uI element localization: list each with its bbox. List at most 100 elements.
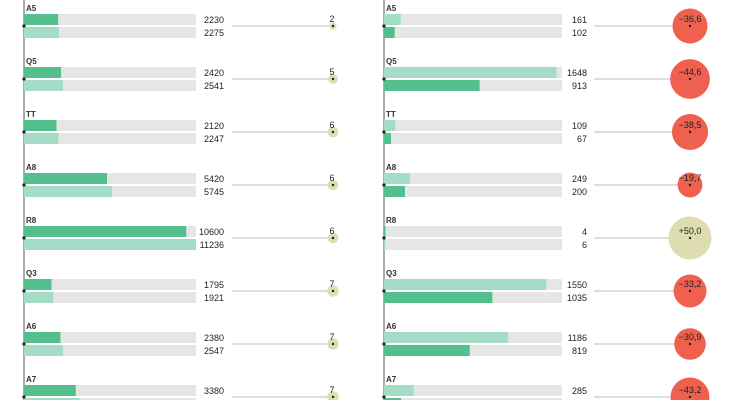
left-track-top-1 <box>24 67 196 78</box>
left-bar-top-3 <box>24 173 107 184</box>
right-track-bottom-2 <box>384 133 562 144</box>
right-bar-bottom-6 <box>384 345 470 356</box>
count-bubble-center-5 <box>331 289 335 293</box>
right-bar-top-5 <box>384 279 547 290</box>
left-track-top-0 <box>24 14 196 25</box>
right-track-top-2 <box>384 120 562 131</box>
count-label-7: 7 <box>329 385 334 395</box>
right-bar-top-3 <box>384 173 411 184</box>
change-bubble-center-1 <box>688 77 692 81</box>
right-bar-bottom-7 <box>384 398 401 400</box>
left-bar-bottom-2 <box>24 133 59 144</box>
right-value-top-1: 1648 <box>567 68 587 78</box>
right-track-bottom-6 <box>384 345 562 356</box>
left-bar-top-0 <box>24 14 59 25</box>
right-panel: A5 161 102 −36,6 Q5 1648 913 −44,6 TT 109 67 −38,5 A… <box>382 0 712 400</box>
left-model-label-5: Q3 <box>26 269 37 278</box>
right-bar-bottom-0 <box>384 27 395 38</box>
left-track-top-5 <box>24 279 196 290</box>
left-value-top-6: 2380 <box>204 333 224 343</box>
change-bubble-center-6 <box>688 342 692 346</box>
left-track-top-7 <box>24 385 196 396</box>
left-bar-bottom-1 <box>24 80 63 91</box>
right-track-bottom-4 <box>384 239 562 250</box>
left-track-top-3 <box>24 173 196 184</box>
left-value-top-0: 2230 <box>204 15 224 25</box>
right-value-bottom-0: 102 <box>572 28 587 38</box>
right-value-bottom-2: 67 <box>577 134 587 144</box>
left-bar-top-1 <box>24 67 62 78</box>
count-bubble-center-0 <box>331 24 335 28</box>
right-bar-top-0 <box>384 14 401 25</box>
change-label-7: −43,2 <box>679 385 702 395</box>
right-model-label-4: R8 <box>386 216 397 225</box>
right-bar-top-1 <box>384 67 557 78</box>
left-track-bottom-0 <box>24 27 196 38</box>
right-model-label-7: A7 <box>386 375 397 384</box>
right-bar-bottom-5 <box>384 292 493 303</box>
right-value-top-2: 109 <box>572 121 587 131</box>
change-bubble-center-3 <box>688 183 692 187</box>
left-track-top-6 <box>24 332 196 343</box>
left-value-bottom-3: 5745 <box>204 187 224 197</box>
left-bar-top-2 <box>24 120 57 131</box>
left-value-top-1: 2420 <box>204 68 224 78</box>
left-bar-bottom-6 <box>24 345 63 356</box>
left-track-bottom-5 <box>24 292 196 303</box>
right-bar-top-7 <box>384 385 414 396</box>
count-bubble-7 <box>327 391 339 400</box>
change-bubble-center-2 <box>688 130 692 134</box>
change-label-1: −44,6 <box>679 67 702 77</box>
left-model-label-7: A7 <box>26 375 37 384</box>
left-anchor-dot-6 <box>22 342 26 346</box>
right-anchor-dot-1 <box>382 77 386 81</box>
left-bar-bottom-5 <box>24 292 54 303</box>
left-bar-bottom-3 <box>24 186 112 197</box>
right-value-top-7: 285 <box>572 386 587 396</box>
left-anchor-dot-3 <box>22 183 26 187</box>
left-track-top-2 <box>24 120 196 131</box>
right-model-label-5: Q3 <box>386 269 397 278</box>
left-track-bottom-2 <box>24 133 196 144</box>
count-label-5: 7 <box>329 279 334 289</box>
left-bar-top-4 <box>24 226 187 237</box>
right-value-top-4: 4 <box>582 227 587 237</box>
left-bar-top-5 <box>24 279 52 290</box>
right-track-bottom-3 <box>384 186 562 197</box>
count-bubble-center-7 <box>331 395 335 399</box>
count-bubble-center-2 <box>331 130 335 134</box>
right-track-top-7 <box>384 385 562 396</box>
right-anchor-dot-4 <box>382 236 386 240</box>
left-value-top-3: 5420 <box>204 174 224 184</box>
change-label-2: −38,5 <box>679 120 702 130</box>
right-track-top-0 <box>384 14 562 25</box>
left-value-bottom-4: 11236 <box>200 240 224 250</box>
left-value-bottom-0: 2275 <box>204 28 224 38</box>
right-value-top-6: 1186 <box>568 333 587 343</box>
change-label-6: −30,9 <box>679 332 702 342</box>
change-bubble-center-4 <box>688 236 692 240</box>
change-bubble-center-7 <box>688 395 692 399</box>
right-anchor-dot-0 <box>382 24 386 28</box>
right-track-top-3 <box>384 173 562 184</box>
right-value-bottom-5: 1035 <box>567 293 587 303</box>
right-model-label-3: A8 <box>386 163 397 172</box>
left-anchor-dot-1 <box>22 77 26 81</box>
right-anchor-dot-5 <box>382 289 386 293</box>
left-panel: A5 2230 2275 2 Q5 2420 2541 5 TT 2120 2247 6 A8 5420 5… <box>22 0 339 400</box>
change-label-5: −33,2 <box>679 279 702 289</box>
left-value-bottom-2: 2247 <box>204 134 224 144</box>
left-track-bottom-6 <box>24 345 196 356</box>
right-anchor-dot-6 <box>382 342 386 346</box>
left-model-label-3: A8 <box>26 163 37 172</box>
left-track-bottom-1 <box>24 80 196 91</box>
left-value-bottom-1: 2541 <box>204 81 224 91</box>
change-label-0: −36,6 <box>679 14 702 24</box>
change-bubble-7 <box>670 377 710 400</box>
count-bubble-center-3 <box>331 183 335 187</box>
right-bar-bottom-4 <box>384 239 386 250</box>
left-track-bottom-7 <box>24 398 196 400</box>
right-anchor-dot-7 <box>382 395 386 399</box>
right-bar-top-4 <box>384 226 386 237</box>
